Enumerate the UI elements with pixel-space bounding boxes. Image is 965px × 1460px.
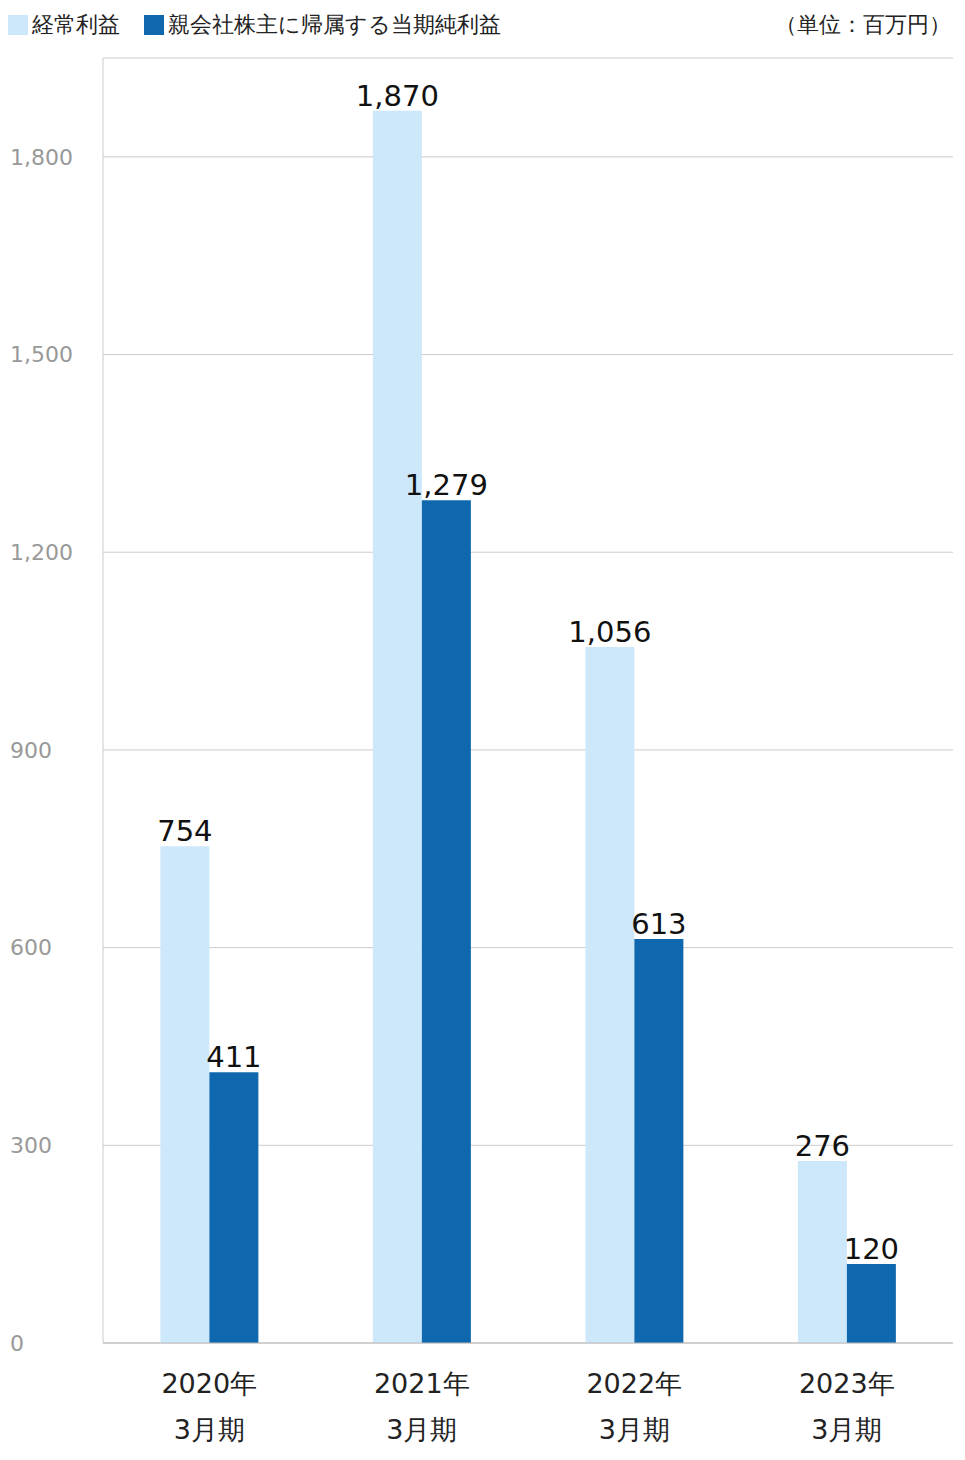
svg-text:3月期: 3月期	[599, 1414, 670, 1445]
html-text:経常利益: 経常利益	[32, 12, 120, 37]
svg-text:300: 300	[10, 1133, 52, 1158]
svg-text:600: 600	[10, 935, 52, 960]
svg-text:1,056: 1,056	[568, 615, 651, 649]
svg-text:613: 613	[631, 907, 686, 941]
svg-text:1,200: 1,200	[10, 540, 73, 565]
svg-text:3月期: 3月期	[811, 1414, 882, 1445]
html-text:親会社株主に帰属する当期純利益: 親会社株主に帰属する当期純利益	[168, 12, 501, 37]
svg-text:276: 276	[795, 1129, 850, 1163]
html-text:（単位：百万円）: （単位：百万円）	[775, 12, 951, 37]
svg-text:2021年: 2021年	[374, 1368, 470, 1399]
svg-text:411: 411	[206, 1040, 261, 1074]
svg-text:1,870: 1,870	[356, 79, 439, 113]
svg-text:1,800: 1,800	[10, 145, 73, 170]
svg-text:120: 120	[844, 1232, 899, 1266]
svg-text:754: 754	[157, 814, 212, 848]
svg-text:900: 900	[10, 738, 52, 763]
svg-text:2022年: 2022年	[586, 1368, 682, 1399]
svg-text:2023年: 2023年	[799, 1368, 895, 1399]
svg-text:3月期: 3月期	[386, 1414, 457, 1445]
svg-text:1,500: 1,500	[10, 342, 73, 367]
svg-text:2020年: 2020年	[161, 1368, 257, 1399]
svg-text:3月期: 3月期	[174, 1414, 245, 1445]
svg-text:0: 0	[10, 1331, 24, 1356]
svg-text:1,279: 1,279	[405, 468, 488, 502]
